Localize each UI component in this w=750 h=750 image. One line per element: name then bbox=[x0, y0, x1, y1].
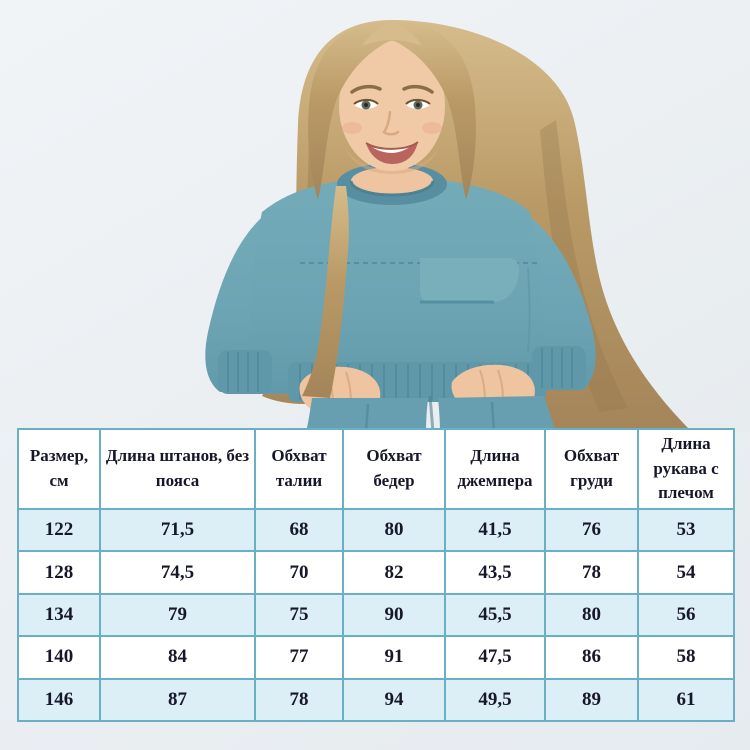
table-row-140: 140 84 77 91 47,5 86 58 bbox=[17, 635, 735, 680]
cell-jumper-length: 43,5 bbox=[444, 550, 546, 595]
cell-chest: 78 bbox=[544, 550, 639, 595]
table-header-waist: Обхват талии bbox=[254, 428, 344, 510]
cell-hips: 91 bbox=[342, 635, 446, 680]
table-row-122: 122 71,5 68 80 41,5 76 53 bbox=[17, 507, 735, 553]
table-header-jumper-length: Длина джемпера bbox=[444, 428, 546, 510]
cell-chest: 80 bbox=[544, 592, 639, 638]
model-hair-front bbox=[308, 20, 476, 200]
cell-waist: 77 bbox=[254, 635, 344, 680]
cell-sleeve-length: 53 bbox=[637, 507, 735, 553]
cell-hips: 80 bbox=[342, 507, 446, 553]
cell-jumper-length: 47,5 bbox=[444, 635, 546, 680]
cell-sleeve-length: 56 bbox=[637, 592, 735, 638]
cell-chest: 89 bbox=[544, 677, 639, 722]
cell-jumper-length: 45,5 bbox=[444, 592, 546, 638]
table-header-size: Размер, см bbox=[17, 428, 101, 510]
model-pants bbox=[306, 395, 556, 432]
cell-hips: 90 bbox=[342, 592, 446, 638]
cell-chest: 76 bbox=[544, 507, 639, 553]
table-header-chest: Обхват груди bbox=[544, 428, 639, 510]
cell-pants-length: 84 bbox=[99, 635, 256, 680]
cell-waist: 75 bbox=[254, 592, 344, 638]
cell-pants-length: 71,5 bbox=[99, 507, 256, 553]
table-row-146: 146 87 78 94 49,5 89 61 bbox=[17, 677, 735, 722]
cell-pants-length: 79 bbox=[99, 592, 256, 638]
cell-size: 140 bbox=[17, 635, 101, 680]
pocket-flap bbox=[420, 258, 520, 304]
table-header-hips: Обхват бедер bbox=[342, 428, 446, 510]
cell-sleeve-length: 54 bbox=[637, 550, 735, 595]
table-header-sleeve-length: Длина рукава с плечом bbox=[637, 428, 735, 510]
cell-size: 122 bbox=[17, 507, 101, 553]
size-table: Размер, см Длина штанов, без пояса Обхва… bbox=[17, 428, 735, 722]
cell-pants-length: 74,5 bbox=[99, 550, 256, 595]
table-header-row: Размер, см Длина штанов, без пояса Обхва… bbox=[17, 428, 735, 510]
model-face bbox=[339, 41, 445, 174]
model-hair-front-strand bbox=[302, 186, 349, 398]
cell-waist: 78 bbox=[254, 677, 344, 722]
model-photo bbox=[0, 0, 750, 432]
cell-size: 146 bbox=[17, 677, 101, 722]
cell-hips: 94 bbox=[342, 677, 446, 722]
cell-sleeve-length: 61 bbox=[637, 677, 735, 722]
cell-size: 128 bbox=[17, 550, 101, 595]
cell-chest: 86 bbox=[544, 635, 639, 680]
cell-hips: 82 bbox=[342, 550, 446, 595]
cell-size: 134 bbox=[17, 592, 101, 638]
table-row-128: 128 74,5 70 82 43,5 78 54 bbox=[17, 550, 735, 595]
table-row-134: 134 79 75 90 45,5 80 56 bbox=[17, 592, 735, 638]
table-header-pants-length: Длина штанов, без пояса bbox=[99, 428, 256, 510]
cell-jumper-length: 41,5 bbox=[444, 507, 546, 553]
cell-waist: 68 bbox=[254, 507, 344, 553]
cell-waist: 70 bbox=[254, 550, 344, 595]
cell-pants-length: 87 bbox=[99, 677, 256, 722]
cell-jumper-length: 49,5 bbox=[444, 677, 546, 722]
cell-sleeve-length: 58 bbox=[637, 635, 735, 680]
